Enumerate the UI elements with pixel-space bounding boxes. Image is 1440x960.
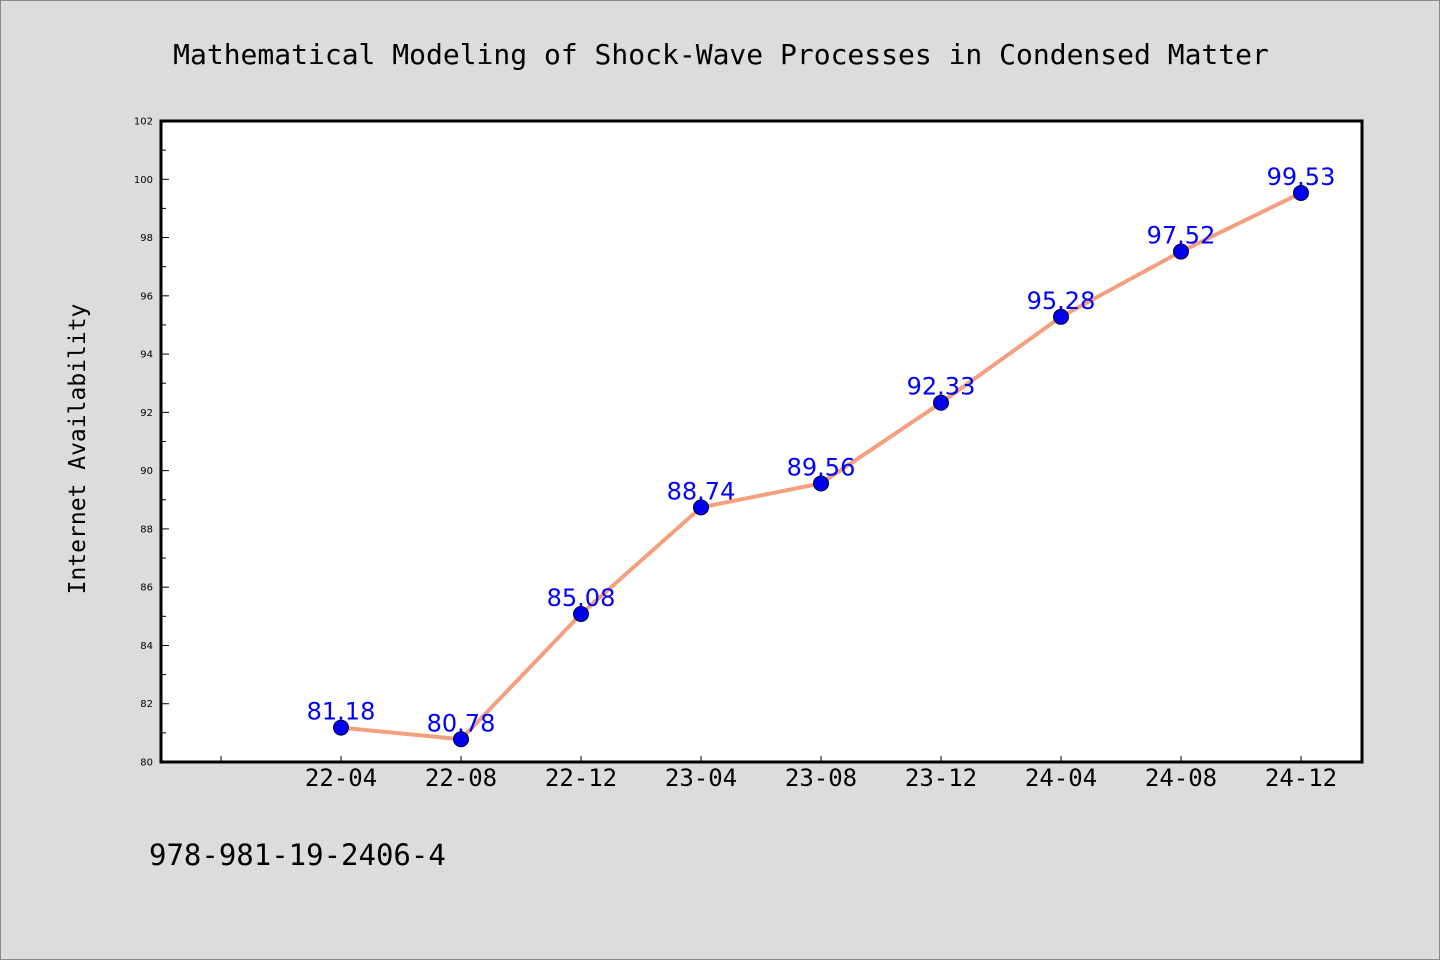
data-point-marker — [1053, 308, 1069, 325]
data-point-marker — [1293, 184, 1309, 201]
x-tick-label: 23-08 — [785, 764, 857, 792]
data-label: 88.74 — [667, 477, 736, 505]
data-point-marker — [693, 499, 709, 516]
y-tick-label: 94 — [140, 350, 153, 361]
y-tick-label: 82 — [140, 699, 153, 710]
y-tick-label: 98 — [140, 233, 153, 244]
x-tick-label: 24-08 — [1145, 764, 1217, 792]
y-tick-label: 102 — [134, 117, 153, 128]
x-tick-label: 23-12 — [905, 764, 977, 792]
x-tick-label: 24-12 — [1265, 764, 1337, 792]
x-tick-label: 24-04 — [1025, 764, 1097, 792]
y-axis-ticks: 80 82 84 86 88 90 92 94 96 98 100 102 — [134, 117, 169, 769]
data-point-marker — [933, 394, 949, 411]
chart-title: Mathematical Modeling of Shock-Wave Proc… — [173, 38, 1269, 71]
x-tick-label: 22-04 — [305, 764, 377, 792]
y-tick-label: 90 — [140, 466, 153, 477]
x-tick-label: 22-12 — [545, 764, 617, 792]
y-tick-label: 100 — [134, 175, 153, 186]
y-tick-label: 86 — [140, 583, 153, 594]
data-point-marker — [573, 605, 589, 622]
x-tick-label: 22-08 — [425, 764, 497, 792]
y-axis-label: Internet Availability — [65, 304, 91, 595]
y-tick-label: 84 — [140, 641, 153, 652]
data-label: 95.28 — [1027, 287, 1096, 315]
data-label: 80.78 — [427, 709, 496, 737]
data-labels-layer: 81.18 80.78 85.08 88.74 89.56 92.33 95.28 97.52… — [307, 163, 1336, 737]
data-point-marker — [453, 731, 469, 748]
series-layer — [333, 184, 1309, 748]
y-tick-label: 80 — [140, 758, 153, 769]
data-label: 99.53 — [1267, 163, 1336, 191]
data-label: 92.33 — [907, 373, 976, 401]
x-axis-ticks: 22-04 22-08 22-12 23-04 23-08 23-12 24-04 24-08… — [220, 756, 1337, 792]
data-point-marker — [1173, 243, 1189, 260]
data-point-marker — [333, 719, 349, 736]
data-label: 81.18 — [307, 698, 376, 726]
y-tick-label: 96 — [140, 291, 153, 302]
data-label: 89.56 — [787, 453, 856, 481]
y-tick-label: 92 — [140, 408, 153, 419]
footer-isbn: 978-981-19-2406-4 — [149, 838, 446, 872]
data-point-marker — [813, 475, 829, 492]
x-tick-label: 23-04 — [665, 764, 737, 792]
plot-area — [159, 119, 1364, 764]
y-tick-label: 88 — [140, 524, 153, 535]
data-label: 97.52 — [1147, 222, 1216, 250]
data-label: 85.08 — [547, 584, 616, 612]
